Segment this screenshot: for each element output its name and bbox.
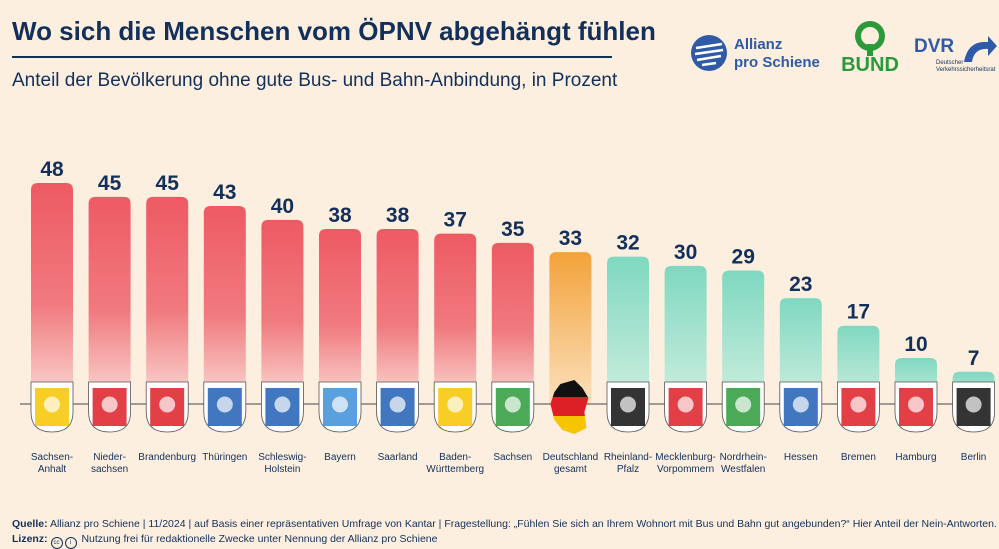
bar — [664, 265, 707, 404]
chart-title: Wo sich die Menschen vom ÖPNV abgehängt … — [12, 16, 656, 46]
category-label: Vorpommern — [657, 464, 714, 475]
value-label: 48 — [40, 158, 64, 181]
dvr-logo-text: DVR — [914, 36, 955, 57]
value-label: 45 — [98, 172, 122, 195]
category-label: Nieder- — [93, 452, 126, 463]
footer-source: Quelle: Allianz pro Schiene | 11/2024 | … — [12, 517, 997, 532]
bund-logo-text: BUND — [841, 54, 899, 76]
allianz-logo-line2: pro Schiene — [734, 54, 820, 71]
bar — [549, 252, 592, 404]
category-label: Rheinland- — [604, 452, 652, 463]
bar — [319, 229, 361, 404]
niedersachsen-coat-of-arms-icon — [88, 381, 131, 433]
value-label: 17 — [847, 301, 870, 324]
category-label: Mecklenburg- — [655, 452, 716, 463]
value-label: 38 — [328, 204, 352, 227]
category-label: Nordrhein- — [720, 452, 767, 463]
bar — [434, 233, 477, 404]
bar — [376, 229, 419, 404]
category-label: Thüringen — [202, 452, 247, 463]
category-label: Sachsen — [493, 452, 532, 463]
hessen-coat-of-arms-icon — [779, 381, 823, 433]
nordrhein-westfalen-coat-of-arms-icon — [721, 381, 765, 433]
category-label: Holstein — [264, 464, 300, 475]
bayern-coat-of-arms-icon — [318, 381, 362, 433]
category-label: Westfalen — [721, 464, 765, 475]
allianz-pro-schiene-logo: Allianz pro Schiene — [690, 34, 820, 74]
rheinland-pfalz-coat-of-arms-icon — [606, 381, 650, 433]
category-label: Deutschland — [543, 452, 599, 463]
footer-license-label: Lizenz: — [12, 533, 48, 545]
dvr-logo-sub1: Deutscher — [936, 60, 964, 66]
footer-license-text: Nutzung frei für redaktionelle Zwecke un… — [81, 533, 438, 545]
schleswig-holstein-coat-of-arms-icon — [261, 381, 304, 433]
dvr-logo-sub2: Verkehrssicherheitsrat — [936, 67, 996, 73]
footer-source-label: Quelle: — [12, 518, 48, 530]
bar — [491, 242, 534, 404]
bar — [722, 270, 765, 404]
category-label: sachsen — [91, 464, 128, 475]
value-label: 23 — [789, 273, 812, 296]
bund-tree-icon — [855, 21, 885, 56]
sachsen-anhalt-coat-of-arms-icon — [30, 381, 74, 433]
dvr-logo: DVR Deutscher Verkehrssicherheitsrat — [914, 34, 998, 78]
bund-logo: BUND — [836, 20, 904, 76]
chart-subtitle: Anteil der Bevölkerung ohne gute Bus- un… — [12, 70, 618, 91]
mecklenburg-vorpommern-coat-of-arms-icon — [664, 381, 707, 433]
title-divider — [12, 56, 612, 58]
bar — [88, 196, 131, 404]
value-label: 37 — [444, 209, 467, 232]
value-label: 7 — [968, 347, 980, 370]
category-label: Pfalz — [617, 464, 639, 475]
footer-license: Lizenz: cc i Nutzung frei für redaktionel… — [12, 532, 997, 549]
category-label: Anhalt — [38, 464, 67, 475]
value-label: 32 — [616, 232, 639, 255]
value-label: 10 — [904, 333, 927, 356]
value-label: 30 — [674, 241, 697, 264]
category-label: Württemberg — [426, 464, 484, 475]
value-label: 43 — [213, 181, 236, 204]
sachsen-coat-of-arms-icon — [491, 381, 535, 433]
footer: Quelle: Allianz pro Schiene | 11/2024 | … — [12, 517, 997, 549]
dvr-arrow-icon — [964, 36, 997, 62]
allianz-pro-schiene-icon — [691, 35, 727, 71]
bremen-coat-of-arms-icon — [837, 381, 880, 433]
berlin-coat-of-arms-icon — [952, 381, 995, 433]
value-label: 45 — [156, 172, 180, 195]
value-label: 40 — [271, 195, 294, 218]
attribution-icon: i — [64, 537, 77, 549]
baden-wuerttemberg-coat-of-arms-icon — [433, 381, 477, 433]
category-label: Bayern — [324, 452, 356, 463]
allianz-logo-line1: Allianz — [734, 36, 783, 53]
bar — [607, 256, 649, 404]
category-label: Hamburg — [895, 452, 936, 463]
bar — [146, 196, 189, 404]
value-label: 29 — [732, 245, 755, 268]
category-label: Sachsen- — [31, 452, 73, 463]
value-label: 35 — [501, 218, 525, 241]
hamburg-coat-of-arms-icon — [894, 381, 938, 433]
category-label: Saarland — [378, 452, 418, 463]
value-label: 33 — [559, 227, 582, 250]
category-label: Brandenburg — [138, 452, 196, 463]
saarland-coat-of-arms-icon — [376, 381, 419, 433]
value-label: 38 — [386, 204, 410, 227]
category-label: Berlin — [961, 452, 987, 463]
category-label: Hessen — [784, 452, 818, 463]
cc-icon: cc — [50, 537, 63, 549]
brandenburg-coat-of-arms-icon — [145, 381, 189, 433]
thueringen-coat-of-arms-icon — [203, 381, 247, 433]
category-label: Baden- — [439, 452, 471, 463]
bar — [203, 206, 246, 404]
bar — [261, 219, 304, 404]
category-label: gesamt — [554, 464, 587, 475]
footer-source-text: Allianz pro Schiene | 11/2024 | auf Basi… — [49, 518, 997, 530]
category-label: Schleswig- — [258, 452, 306, 463]
bar — [779, 298, 822, 404]
bar — [31, 183, 73, 404]
category-label: Bremen — [841, 452, 876, 463]
